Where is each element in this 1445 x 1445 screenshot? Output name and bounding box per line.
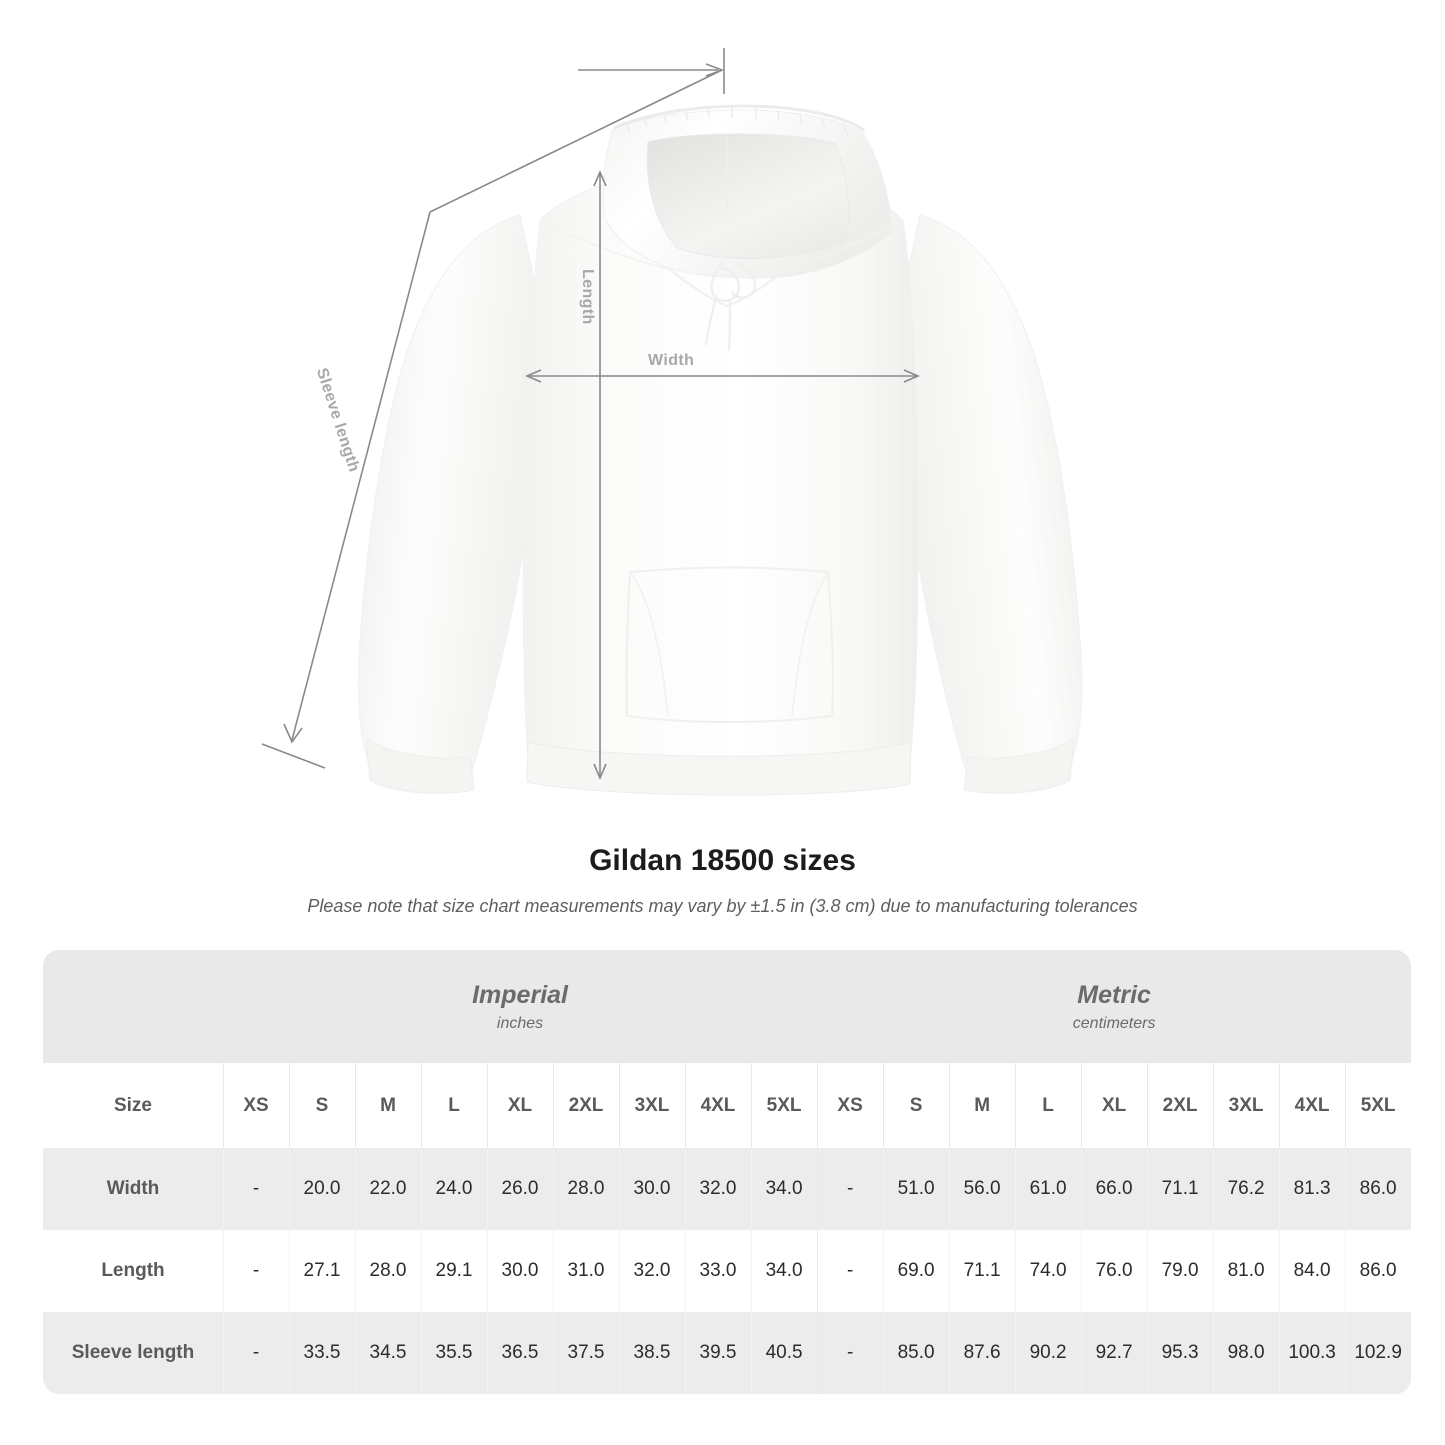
cell-length-imperial-l: 29.1 — [421, 1230, 487, 1312]
page-subtitle: Please note that size chart measurements… — [307, 896, 1138, 916]
hoodie-illustration — [261, 48, 1083, 796]
size-header-imperial-s: S — [289, 1063, 355, 1148]
unit-group-row: Imperial inches Metric centimeters — [43, 950, 1412, 1063]
size-header-imperial-3xl: 3XL — [619, 1063, 685, 1148]
size-header-row: Size XS S M L XL 2XL 3XL 4XL 5XL XS S M … — [43, 1063, 1412, 1148]
table-row-width: Width - 20.0 22.0 24.0 26.0 28.0 30.0 32… — [43, 1148, 1412, 1230]
cell-length-metric-5xl: 86.0 — [1345, 1230, 1412, 1312]
cell-length-metric-s: 69.0 — [883, 1230, 950, 1312]
cell-sleeve-imperial-s: 33.5 — [289, 1312, 355, 1394]
cell-width-metric-m: 56.0 — [949, 1148, 1016, 1230]
cell-width-metric-xl: 66.0 — [1081, 1148, 1148, 1230]
size-chart-table: Imperial inches Metric centimeters Size … — [43, 950, 1412, 1394]
hoodie-body-shape — [357, 104, 1083, 796]
size-header-imperial-5xl: 5XL — [751, 1063, 818, 1148]
cell-sleeve-metric-xl: 92.7 — [1081, 1312, 1148, 1394]
size-header-imperial-m: M — [355, 1063, 421, 1148]
unit-group-imperial-name: Imperial — [472, 980, 568, 1009]
cell-width-imperial-l: 24.0 — [421, 1148, 487, 1230]
cell-sleeve-metric-xs: - — [817, 1312, 884, 1394]
cell-length-metric-4xl: 84.0 — [1279, 1230, 1346, 1312]
cell-length-imperial-xl: 30.0 — [487, 1230, 553, 1312]
cell-width-metric-5xl: 86.0 — [1345, 1148, 1412, 1230]
cell-width-imperial-xl: 26.0 — [487, 1148, 553, 1230]
size-header-imperial-l: L — [421, 1063, 487, 1148]
size-header-metric-xl: XL — [1081, 1063, 1148, 1148]
cell-sleeve-metric-4xl: 100.3 — [1279, 1312, 1346, 1394]
cell-sleeve-metric-s: 85.0 — [883, 1312, 950, 1394]
size-header-imperial-xs: XS — [223, 1063, 289, 1148]
page-title: Gildan 18500 sizes — [589, 844, 856, 877]
cell-length-imperial-xs: - — [223, 1230, 289, 1312]
size-header-imperial-2xl: 2XL — [553, 1063, 619, 1148]
cell-length-imperial-5xl: 34.0 — [751, 1230, 818, 1312]
row-label-width: Width — [43, 1148, 223, 1230]
table-row-sleeve-length: Sleeve length - 33.5 34.5 35.5 36.5 37.5… — [43, 1312, 1412, 1394]
size-header-metric-l: L — [1015, 1063, 1082, 1148]
size-header-metric-3xl: 3XL — [1213, 1063, 1280, 1148]
cell-sleeve-imperial-l: 35.5 — [421, 1312, 487, 1394]
garment-diagram: Length Width Sleeve length — [261, 48, 1083, 796]
cell-width-imperial-s: 20.0 — [289, 1148, 355, 1230]
cell-sleeve-imperial-xl: 36.5 — [487, 1312, 553, 1394]
size-header-metric-2xl: 2XL — [1147, 1063, 1214, 1148]
width-dimension-label: Width — [648, 352, 695, 369]
cell-width-metric-3xl: 76.2 — [1213, 1148, 1280, 1230]
cell-width-metric-s: 51.0 — [883, 1148, 950, 1230]
cell-length-metric-3xl: 81.0 — [1213, 1230, 1280, 1312]
cell-sleeve-metric-3xl: 98.0 — [1213, 1312, 1280, 1394]
row-label-sleeve-length: Sleeve length — [43, 1312, 223, 1394]
size-header-metric-5xl: 5XL — [1345, 1063, 1412, 1148]
cell-width-imperial-xs: - — [223, 1148, 289, 1230]
cell-length-metric-l: 74.0 — [1015, 1230, 1082, 1312]
cell-length-metric-2xl: 79.0 — [1147, 1230, 1214, 1312]
cell-width-imperial-m: 22.0 — [355, 1148, 421, 1230]
cell-width-metric-4xl: 81.3 — [1279, 1148, 1346, 1230]
size-header-metric-m: M — [949, 1063, 1016, 1148]
cell-sleeve-metric-l: 90.2 — [1015, 1312, 1082, 1394]
size-chart-table-wrapper: Imperial inches Metric centimeters Size … — [43, 950, 1412, 1394]
cell-sleeve-metric-5xl: 102.9 — [1345, 1312, 1412, 1394]
cell-sleeve-imperial-2xl: 37.5 — [553, 1312, 619, 1394]
cell-width-imperial-5xl: 34.0 — [751, 1148, 818, 1230]
cell-sleeve-imperial-xs: - — [223, 1312, 289, 1394]
cell-sleeve-imperial-4xl: 39.5 — [685, 1312, 751, 1394]
unit-band-spacer-left — [43, 950, 223, 1063]
title-block: Gildan 18500 sizes Please note that size… — [0, 840, 1445, 918]
size-header-imperial-4xl: 4XL — [685, 1063, 751, 1148]
unit-group-imperial-sub: inches — [496, 1014, 544, 1032]
cell-width-metric-l: 61.0 — [1015, 1148, 1082, 1230]
cell-sleeve-metric-2xl: 95.3 — [1147, 1312, 1214, 1394]
size-header-metric-4xl: 4XL — [1279, 1063, 1346, 1148]
row-label-header: Size — [43, 1063, 223, 1148]
size-header-metric-xs: XS — [817, 1063, 884, 1148]
cell-length-metric-xl: 76.0 — [1081, 1230, 1148, 1312]
cell-width-imperial-3xl: 30.0 — [619, 1148, 685, 1230]
cell-width-imperial-2xl: 28.0 — [553, 1148, 619, 1230]
unit-group-metric-name: Metric — [1077, 980, 1151, 1009]
row-label-length: Length — [43, 1230, 223, 1312]
cell-sleeve-imperial-5xl: 40.5 — [751, 1312, 818, 1394]
cell-length-metric-xs: - — [817, 1230, 884, 1312]
cell-sleeve-metric-m: 87.6 — [949, 1312, 1016, 1394]
cell-length-metric-m: 71.1 — [949, 1230, 1016, 1312]
unit-group-metric: Metric centimeters — [817, 950, 1412, 1063]
size-header-imperial-xl: XL — [487, 1063, 553, 1148]
cell-sleeve-imperial-m: 34.5 — [355, 1312, 421, 1394]
cell-length-imperial-2xl: 31.0 — [553, 1230, 619, 1312]
size-header-metric-s: S — [883, 1063, 950, 1148]
measurement-lines — [261, 48, 921, 781]
cell-length-imperial-4xl: 33.0 — [685, 1230, 751, 1312]
cell-width-imperial-4xl: 32.0 — [685, 1148, 751, 1230]
cell-length-imperial-3xl: 32.0 — [619, 1230, 685, 1312]
cell-width-metric-2xl: 71.1 — [1147, 1148, 1214, 1230]
cell-width-metric-xs: - — [817, 1148, 884, 1230]
unit-group-imperial: Imperial inches — [223, 950, 818, 1063]
length-dimension-label: Length — [579, 269, 596, 325]
table-row-length: Length - 27.1 28.0 29.1 30.0 31.0 32.0 3… — [43, 1230, 1412, 1312]
cell-length-imperial-s: 27.1 — [289, 1230, 355, 1312]
cell-sleeve-imperial-3xl: 38.5 — [619, 1312, 685, 1394]
unit-group-metric-sub: centimeters — [1072, 1014, 1156, 1032]
cell-length-imperial-m: 28.0 — [355, 1230, 421, 1312]
